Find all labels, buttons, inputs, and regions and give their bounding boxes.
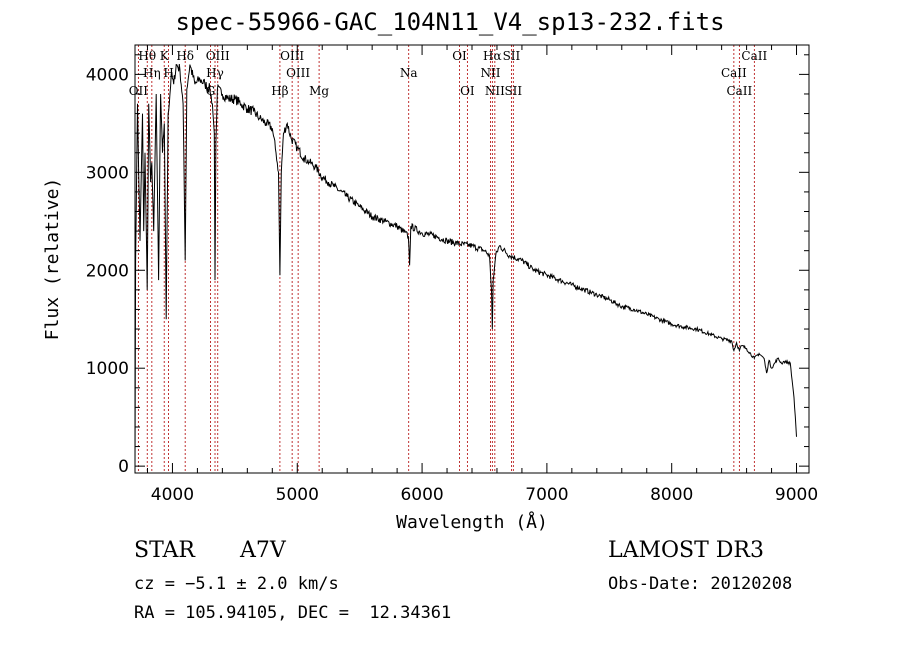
spectral-line-label: Hα <box>483 49 502 63</box>
spectral-line-label: NII <box>485 84 505 98</box>
spectral-line-label: OII <box>129 84 149 98</box>
y-tick-label: 1000 <box>86 359 129 379</box>
x-tick-label: 5000 <box>276 485 319 505</box>
axis-ticks: 4000 5000 6000 7000 8000 9000 0 1000 2000 3000 400… <box>86 45 818 505</box>
redshift-cz: cz = −5.1 ± 2.0 km/s <box>134 574 339 594</box>
spectral-line-label: NII <box>480 66 500 80</box>
plot-frame <box>134 44 810 474</box>
y-axis-label: Flux (relative) <box>42 178 63 341</box>
spectral-subclass: A7V <box>240 538 286 563</box>
y-tick-label: 0 <box>118 457 129 477</box>
object-type: STAR <box>134 538 195 563</box>
spectral-line-label: SII <box>504 84 522 98</box>
spectral-line-markers <box>137 45 755 473</box>
x-axis-label: Wavelength (Å) <box>396 511 548 533</box>
x-tick-label: 6000 <box>400 485 443 505</box>
spectral-line-label: Na <box>400 66 418 80</box>
spectral-line-label: Hβ <box>271 84 288 98</box>
chart-title: spec-55966-GAC_104N11_V4_sp13-232.fits <box>175 8 725 36</box>
spectral-line-label: OIII <box>206 49 230 63</box>
spectral-line-label: OIII <box>280 49 304 63</box>
y-tick-label: 2000 <box>86 261 129 281</box>
spectral-line-label: Hθ <box>138 49 156 63</box>
spectral-line-label: Hδ <box>176 49 194 63</box>
spectral-line-label: K <box>160 49 170 63</box>
spectral-line-label: Mg <box>309 84 329 98</box>
spectral-line-label: CaII <box>721 66 747 80</box>
spectral-line-label: CaII <box>741 49 767 63</box>
y-tick-label: 4000 <box>86 65 129 85</box>
x-tick-label: 9000 <box>775 485 818 505</box>
spectral-line-label: H <box>163 66 173 80</box>
spectral-line-label: Hη <box>143 66 161 80</box>
y-tick-label: 3000 <box>86 163 129 183</box>
spectral-line-label: OI <box>452 49 467 63</box>
spectral-line-label: OIII <box>286 66 310 80</box>
survey-name: LAMOST DR3 <box>608 538 764 563</box>
spectral-line-label: CaII <box>726 84 752 98</box>
spectral-line-label: OI <box>460 84 475 98</box>
spectral-line-label: Hγ <box>206 66 224 80</box>
flux-series-line <box>134 64 797 467</box>
x-tick-label: 4000 <box>151 485 194 505</box>
observation-date: Obs-Date: 20120208 <box>608 574 793 594</box>
x-tick-label: 8000 <box>650 485 693 505</box>
x-tick-label: 7000 <box>525 485 568 505</box>
sky-coordinates: RA = 105.94105, DEC = 12.34361 <box>134 603 452 623</box>
spectral-line-labels: HθHηOIIKHHδGHγOIIIHβOIIIOIIIMgNaOIOIHαNI… <box>129 49 768 98</box>
spectral-line-label: SII <box>503 49 521 63</box>
